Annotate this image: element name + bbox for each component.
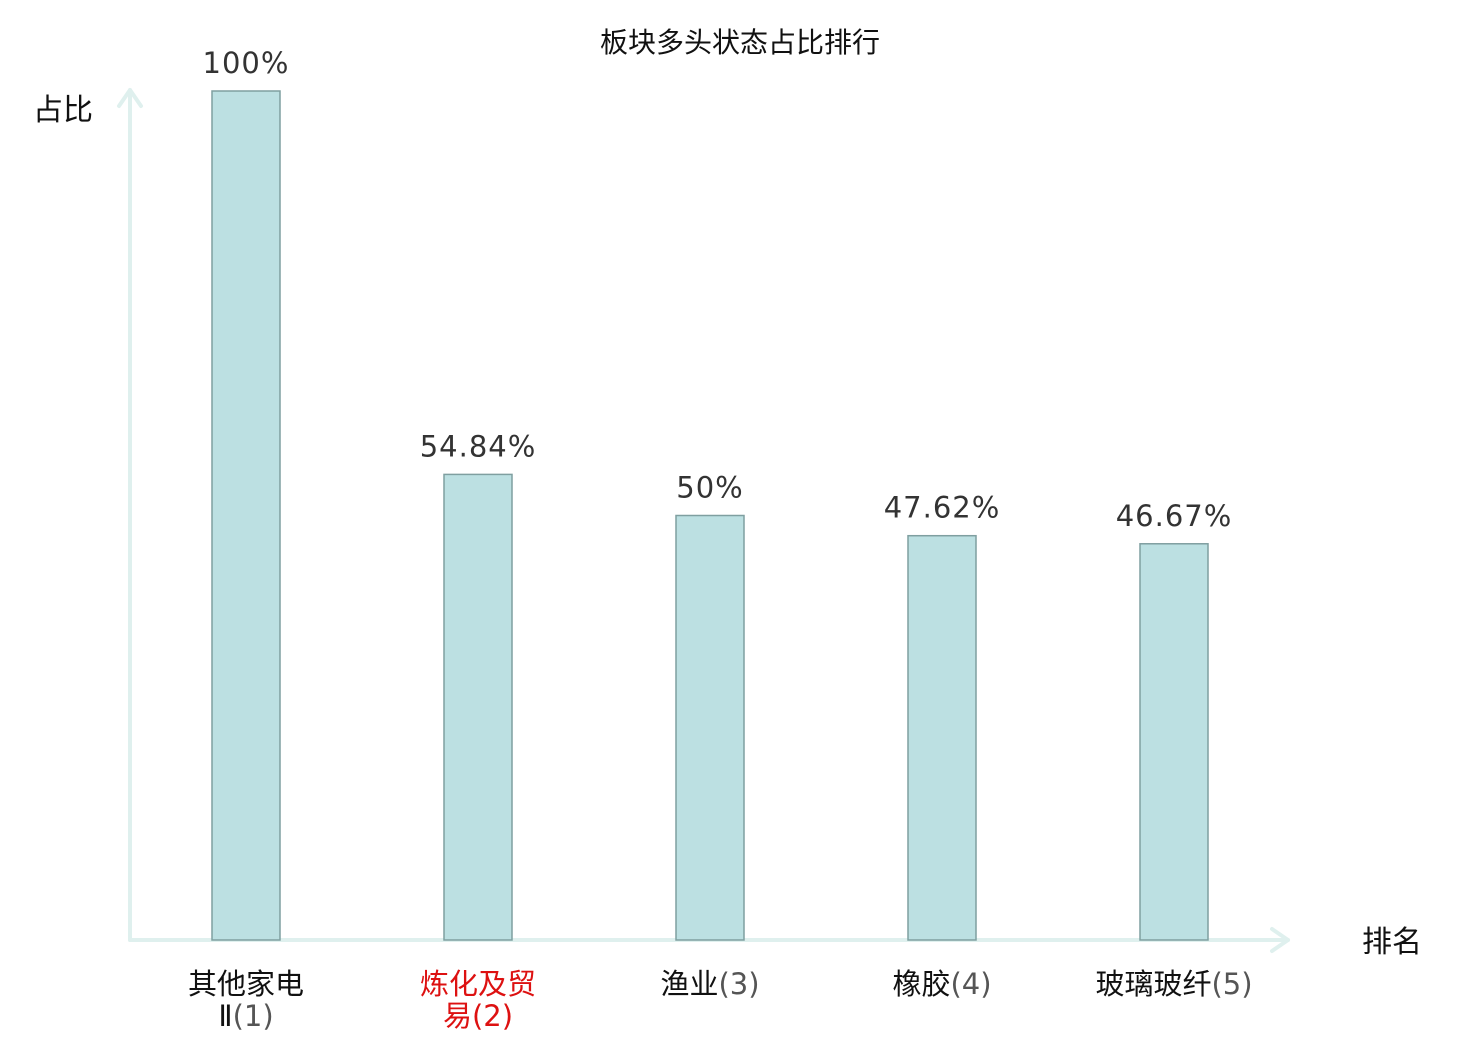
bar-value-label: 50% [676,471,743,505]
x-axis: 排名 [128,925,1422,960]
bar [211,90,281,941]
category-name: 炼化及贸 [420,967,536,1001]
y-axis: 占比 [33,88,143,942]
category-label: 其他家电 [188,967,304,1001]
value-labels-group: 100% 54.84% 50% 47.62% 46.67% [203,46,1233,533]
x-axis-arrowhead [1270,927,1290,953]
category-name: 其他家电 [188,967,304,1001]
bar [1139,543,1209,941]
category-label-line2: 易(2) [443,999,513,1033]
category-rank: (3) [718,967,759,1001]
bars-group [211,90,1209,941]
category-rank: (5) [1211,967,1252,1001]
chart-title: 板块多头状态占比排行 [600,26,880,59]
category-rank: (1) [233,999,274,1033]
bar [443,473,513,941]
category-name: 渔业 [660,967,718,1001]
y-axis-arrowhead [117,88,143,108]
category-rank: (4) [950,967,991,1001]
bar-value-label: 100% [203,46,290,80]
bar-value-label: 47.62% [884,491,1001,525]
bar [675,514,745,941]
bar-value-label: 46.67% [1116,499,1233,533]
category-name: 橡胶 [892,967,950,1001]
category-label: 玻璃玻纤(5) [1095,967,1252,1001]
y-axis-label: 占比 [33,93,93,128]
bar-value-label: 54.84% [420,429,537,463]
bar [907,534,977,941]
category-label: 渔业(3) [660,967,759,1001]
category-name-continued: 易 [443,999,472,1033]
category-name: 玻璃玻纤 [1095,967,1211,1001]
category-name-continued: Ⅱ [218,999,232,1033]
category-rank: (2) [472,999,513,1033]
category-label: 炼化及贸 [420,967,536,1001]
category-label-line2: Ⅱ(1) [218,999,273,1033]
x-axis-label: 排名 [1362,925,1422,960]
category-label: 橡胶(4) [892,967,991,1001]
